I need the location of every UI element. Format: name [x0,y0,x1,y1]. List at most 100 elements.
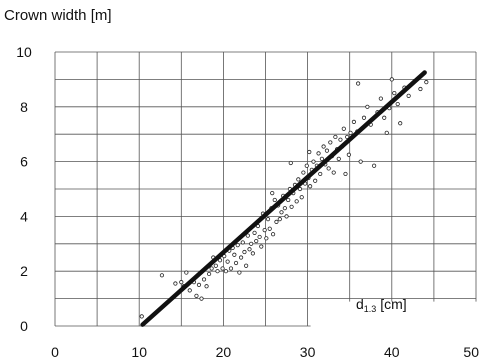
data-point [264,236,269,241]
data-point [238,255,244,260]
data-point [346,152,351,157]
x-axis-label-unit: [cm] [376,296,406,312]
data-point [184,270,189,275]
data-point [328,140,333,145]
data-point [279,210,284,215]
y-tick-label: 8 [20,99,28,115]
x-axis-label-sub: 1.3 [364,304,377,314]
data-point [356,81,361,86]
data-point [272,197,277,203]
data-point [294,199,299,204]
data-point [382,115,387,120]
data-point [232,252,237,257]
data-point [424,80,429,85]
data-point [351,119,357,124]
y-tick-label: 10 [16,44,32,60]
x-tick-labels: 0 10 20 30 40 50 [51,344,479,360]
data-point [159,273,165,278]
data-point [392,91,397,96]
data-point [307,149,312,155]
x-tick-label: 20 [216,344,232,360]
x-tick-label: 0 [51,344,59,360]
y-tick-label: 6 [20,154,28,170]
data-point [282,206,287,211]
data-point [336,156,341,161]
y-axis-label: Crown width [m] [4,7,112,24]
data-point [345,134,350,140]
x-axis-label: d1.3 [cm] [356,296,407,314]
data-point [252,230,257,235]
data-point [331,170,336,175]
data-point [233,260,239,266]
data-point [194,293,199,298]
data-point [324,148,330,153]
data-point [201,277,207,282]
data-point [284,214,289,219]
data-point [361,115,367,120]
x-tick-label: 30 [300,344,316,360]
data-point [384,130,389,135]
data-point [288,160,293,166]
data-point [220,266,225,271]
data-point [257,234,262,240]
data-point [228,266,234,271]
data-point [308,184,313,189]
x-axis-label-main: d [356,296,364,312]
data-point [199,296,204,301]
data-point [217,258,223,263]
data-point [215,269,220,274]
data-point [250,251,255,256]
data-point [209,266,214,271]
data-point [242,249,247,255]
data-point [289,204,294,209]
data-point [389,77,394,82]
data-point [338,137,343,142]
data-point [187,288,192,293]
data-point [262,228,267,233]
data-point [301,170,306,175]
data-point [196,282,202,287]
data-point [270,232,276,237]
y-tick-label: 4 [20,208,28,224]
x-tick-label: 10 [131,344,147,360]
y-tick-label: 0 [20,318,28,334]
data-point [223,269,229,274]
data-point [341,126,346,131]
data-point [348,130,353,135]
data-point [249,241,254,246]
data-point [247,247,252,252]
grid-lines [54,51,478,327]
data-point [206,271,212,277]
x-tick-label: 40 [384,344,400,360]
data-point [179,280,184,285]
data-point [286,197,291,203]
data-point [297,186,303,192]
data-point [333,134,338,140]
y-tick-labels: 0 2 4 6 8 10 [16,44,32,334]
data-point [296,177,301,182]
data-point [265,217,271,222]
data-point [406,93,411,98]
data-point [318,171,323,177]
data-point [319,156,325,161]
data-point [270,191,275,196]
data-point [378,96,383,101]
data-point [213,263,218,268]
data-point [321,144,326,149]
data-point [313,178,318,183]
data-point [244,263,249,268]
y-tick-label: 2 [20,263,28,279]
data-point [372,163,377,168]
data-point [358,159,363,164]
regression-line [140,70,427,327]
data-point [395,101,400,107]
data-point [259,244,264,249]
x-tick-label: 50 [463,344,479,360]
data-point [365,104,370,109]
data-point [274,219,279,224]
data-point [311,159,316,164]
data-point [267,226,272,231]
data-point [139,314,144,319]
data-point [237,270,242,275]
